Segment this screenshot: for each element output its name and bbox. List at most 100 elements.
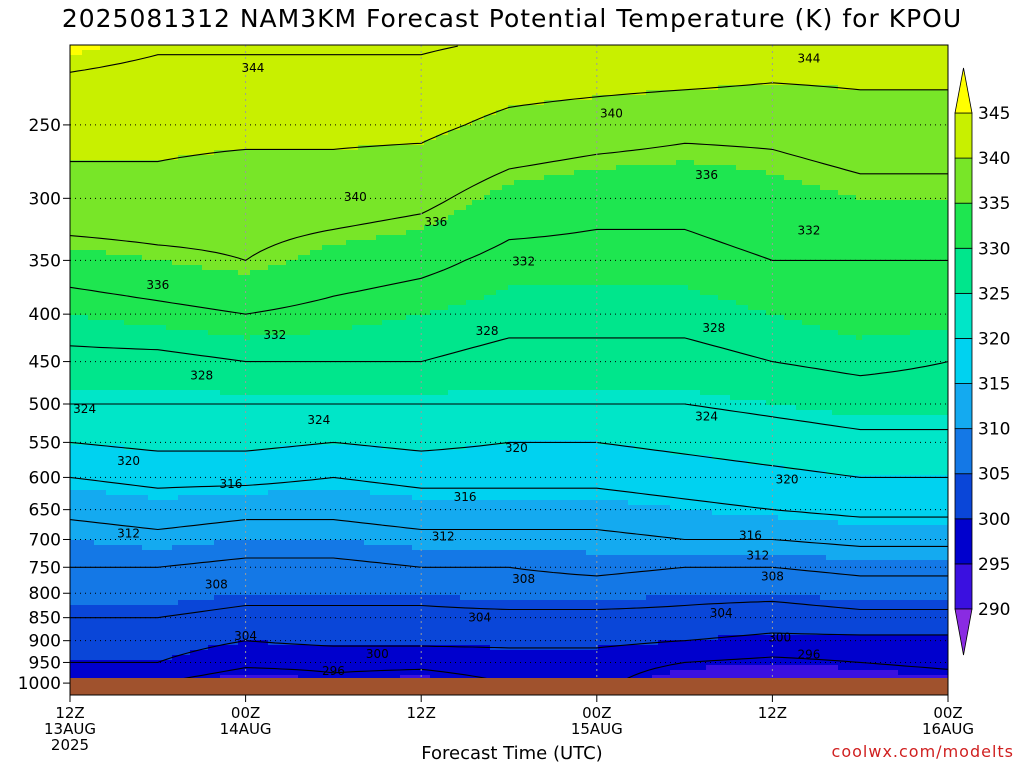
theta-cell: [550, 500, 557, 551]
theta-cell: [394, 395, 401, 451]
theta-cell: [322, 45, 329, 151]
theta-cell: [880, 560, 887, 601]
theta-cell: [754, 85, 761, 171]
theta-cell: [268, 45, 275, 151]
theta-cell: [934, 600, 941, 636]
theta-cell: [904, 45, 911, 91]
theta-cell: [736, 515, 743, 556]
x-tick-label: 13AUG: [44, 720, 96, 738]
theta-cell: [520, 650, 527, 695]
theta-cell: [382, 450, 389, 496]
theta-cell: [826, 600, 833, 636]
theta-cell: [94, 160, 101, 251]
contour-label: 336: [695, 168, 718, 182]
theta-cell: [124, 450, 131, 496]
theta-cell: [412, 550, 419, 596]
theta-cell: [274, 450, 281, 491]
theta-cell: [820, 520, 827, 556]
contour-line: [70, 632, 948, 663]
theta-cell: [454, 645, 461, 681]
theta-cell: [136, 390, 143, 451]
theta-cell: [874, 525, 881, 561]
theta-cell: [304, 395, 311, 446]
contour-label: 316: [454, 490, 477, 504]
theta-cell: [238, 335, 245, 396]
theta-cell: [298, 490, 305, 541]
theta-cell: [514, 390, 521, 441]
theta-cell: [268, 490, 275, 541]
ground-band: [70, 678, 948, 695]
theta-cell: [778, 85, 785, 176]
theta-cell: [586, 170, 593, 286]
theta-cell: [622, 45, 629, 96]
theta-cell: [796, 635, 803, 666]
theta-cell: [748, 465, 755, 516]
theta-cell: [364, 240, 371, 326]
theta-cell: [82, 390, 89, 446]
theta-cell: [652, 505, 659, 556]
theta-cell: [748, 310, 755, 401]
theta-cell: [634, 505, 641, 556]
theta-cell: [916, 475, 923, 526]
theta-cell: [838, 415, 845, 476]
theta-cell: [880, 475, 887, 526]
theta-cell: [226, 540, 233, 596]
theta-cell: [820, 555, 827, 601]
theta-cell: [910, 600, 917, 636]
theta-cell: [826, 475, 833, 521]
theta-cell: [472, 600, 479, 646]
theta-cell: [370, 545, 377, 596]
theta-cell: [916, 600, 923, 636]
contour-label: 316: [739, 528, 762, 542]
theta-cell: [352, 45, 359, 151]
theta-cell: [334, 395, 341, 446]
theta-cell: [736, 400, 743, 461]
colorbar-label: 345: [978, 104, 1010, 124]
theta-cell: [778, 555, 785, 596]
theta-cell: [424, 500, 431, 551]
theta-cell: [850, 600, 857, 636]
x-tick-label: 00Z: [582, 704, 611, 722]
contour-label: 308: [761, 569, 784, 583]
theta-cell: [562, 600, 569, 651]
theta-cell: [394, 495, 401, 546]
theta-cell: [346, 45, 353, 151]
theta-cell: [760, 555, 767, 596]
theta-cell: [850, 415, 857, 476]
theta-cell: [700, 90, 707, 166]
theta-cell: [838, 525, 845, 561]
theta-cell: [808, 410, 815, 471]
theta-cell: [106, 160, 113, 256]
theta-cell: [784, 470, 791, 521]
theta-cell: [442, 395, 449, 451]
theta-cell: [778, 520, 785, 556]
theta-cell: [394, 450, 401, 496]
theta-cell: [430, 225, 437, 311]
theta-cell: [838, 195, 845, 336]
theta-cell: [646, 45, 653, 91]
theta-cell: [910, 90, 917, 201]
theta-cell: [658, 555, 665, 596]
theta-cell: [124, 495, 131, 546]
theta-cell: [880, 200, 887, 336]
contour-line: [70, 337, 948, 377]
theta-cell: [184, 155, 191, 266]
theta-cell: [70, 45, 77, 56]
theta-cell: [622, 95, 629, 166]
theta-cell: [292, 490, 299, 541]
theta-cell: [796, 85, 803, 181]
theta-cell: [742, 460, 749, 516]
y-tick-label: 950: [29, 653, 61, 673]
theta-cell: [250, 595, 257, 641]
theta-cell: [646, 450, 653, 506]
theta-cell: [808, 635, 815, 666]
theta-cell: [928, 560, 935, 601]
theta-cell: [400, 395, 407, 451]
theta-cell: [358, 445, 365, 491]
theta-cell: [562, 175, 569, 286]
theta-cell: [220, 270, 227, 336]
theta-cell: [388, 145, 395, 236]
colorbar-bottom-arrow: [954, 608, 973, 656]
theta-cell: [604, 95, 611, 171]
theta-cell: [148, 605, 155, 661]
